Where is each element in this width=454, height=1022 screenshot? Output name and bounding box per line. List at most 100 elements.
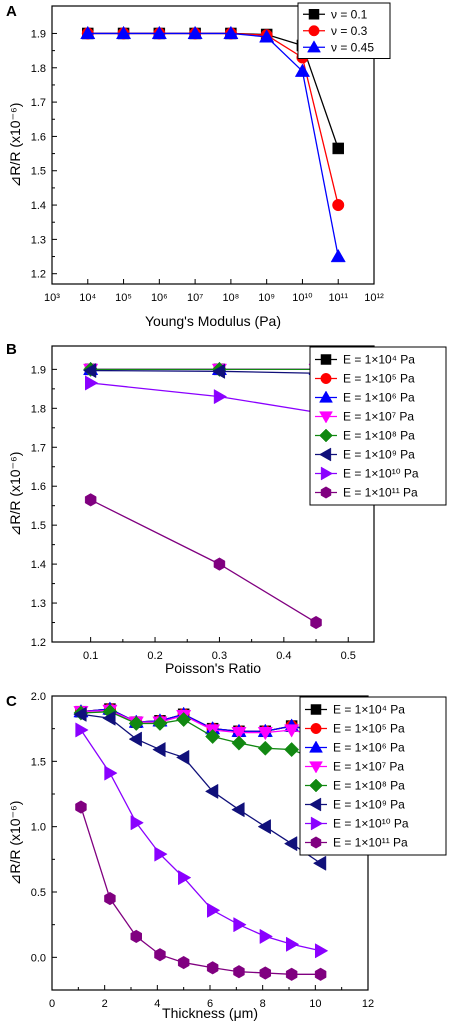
x-tick-label: 10⁸ [222,292,239,304]
x-tick-label: 0.5 [341,650,356,662]
legend-entry: E = 1×10⁴ Pa [333,703,405,717]
legend-marker [318,447,332,462]
plot-frame [51,5,375,285]
x-tick-label: 0.2 [147,650,162,662]
series-7 [75,722,329,959]
x-tick-label: 10⁶ [151,292,168,304]
data-point [75,722,89,738]
legend-entry: E = 1×10¹⁰ Pa [343,467,419,481]
y-tick-label: 1.5 [31,520,46,532]
x-tick-label: 0.1 [83,650,98,662]
data-point [294,63,311,77]
data-point [187,25,203,40]
data-point [332,199,345,212]
legend-marker [308,25,320,37]
x-tick-label: 8 [260,998,266,1010]
y-tick-label: 0.0 [31,952,46,964]
y-tick-label: 0.5 [31,887,46,899]
legend-entry: E = 1×10⁵ Pa [333,722,405,736]
chart-panel-b: B 0.1 0.2 0.3 0.4 0.5 1.2 1.3 1.4 1.5 1.6 1.7 1.8 1.… [6,341,447,676]
series-8 [75,800,327,981]
data-point [152,715,168,731]
series-line [80,709,321,738]
data-point [206,961,219,975]
data-point [223,25,239,40]
legend-marker [310,816,324,831]
legend-entry: E = 1×10⁹ Pa [333,798,405,812]
chart-panel-c: C 0 2 4 6 8 10 12 0.0 0.5 1.0 1.5 2.0 Thickness (μm… [6,691,447,1021]
data-point [259,29,275,43]
chart-panel-a: A 10³ 10⁴ 10⁵ 10⁶ 10⁷ 10⁸ 10⁹ 10¹⁰ 10¹¹ 10¹² 1.2 1.… [6,2,391,329]
data-point [284,742,300,758]
data-point [233,917,247,933]
y-tick-label: 1.2 [31,637,46,649]
y-tick-label: 1.3 [31,234,46,246]
data-point [73,706,87,722]
y-tick-label: 1.0 [31,822,46,834]
legend-entry: ν = 0.1 [331,7,368,21]
series-8 [84,493,322,630]
series-6 [82,362,322,381]
x-tick-label: 10⁴ [79,292,96,304]
legend-marker [319,411,333,424]
x-tick-label: 10 [309,998,321,1010]
x-tick-label: 10⁹ [258,292,275,304]
legend-marker [320,354,332,365]
legend-marker [310,704,322,715]
legend-marker [320,486,332,499]
data-point [204,783,219,799]
legend-entry: ν = 0.3 [331,24,368,38]
data-point [151,25,167,40]
y-tick-label: 1.7 [31,97,46,109]
legend-marker [309,761,323,774]
data-point [257,726,273,741]
x-tick-label: 0.4 [276,650,291,662]
legend-entry: E = 1×10¹¹ Pa [333,836,408,850]
legend-entry: E = 1×10⁶ Pa [343,391,415,405]
y-tick-label: 1.3 [31,598,46,610]
data-point [314,943,329,959]
data-point [178,870,192,886]
legend-marker [308,797,322,812]
legend-box [299,696,447,856]
x-tick-label: 4 [154,998,160,1010]
x-tick-label: 10¹¹ [328,292,348,304]
x-axis-label: Poisson's Ratio [165,660,261,676]
data-point [176,712,192,728]
data-point [259,928,273,945]
legend-marker [310,836,322,849]
data-point [128,731,142,747]
legend-entry: E = 1×10⁷ Pa [343,410,414,424]
legend-entry: ν = 0.45 [331,40,374,54]
legend-marker [320,373,332,384]
data-point [259,966,272,980]
x-tick-label: 12 [362,998,374,1010]
data-point [207,902,221,918]
data-point [257,740,273,756]
x-tick-label: 10¹² [364,292,384,304]
x-axis-label: Thickness (μm) [162,1005,258,1021]
data-point [75,800,87,814]
data-point [154,846,168,862]
legend-marker [308,9,320,20]
series-line [80,806,321,975]
panel-label: A [6,3,17,20]
series-5 [73,704,329,769]
legend-marker [320,466,334,481]
x-tick-label: 0.3 [212,650,227,662]
legend-entry: E = 1×10⁹ Pa [343,448,415,462]
data-point [115,25,132,40]
x-tick-label: 10⁷ [187,292,203,304]
data-point [84,493,97,507]
data-point [312,855,327,871]
data-point [310,615,322,630]
legend-entry: E = 1×10⁵ Pa [343,372,415,386]
series-line [80,711,321,762]
series-6 [73,706,327,871]
data-point [80,25,96,40]
y-tick-label: 1.2 [31,269,46,281]
legend-entry: E = 1×10¹⁰ Pa [333,817,409,831]
data-point [205,729,221,745]
y-axis-label: ⊿R/R (x10⁻⁶) [7,452,23,537]
series-line [90,382,317,413]
